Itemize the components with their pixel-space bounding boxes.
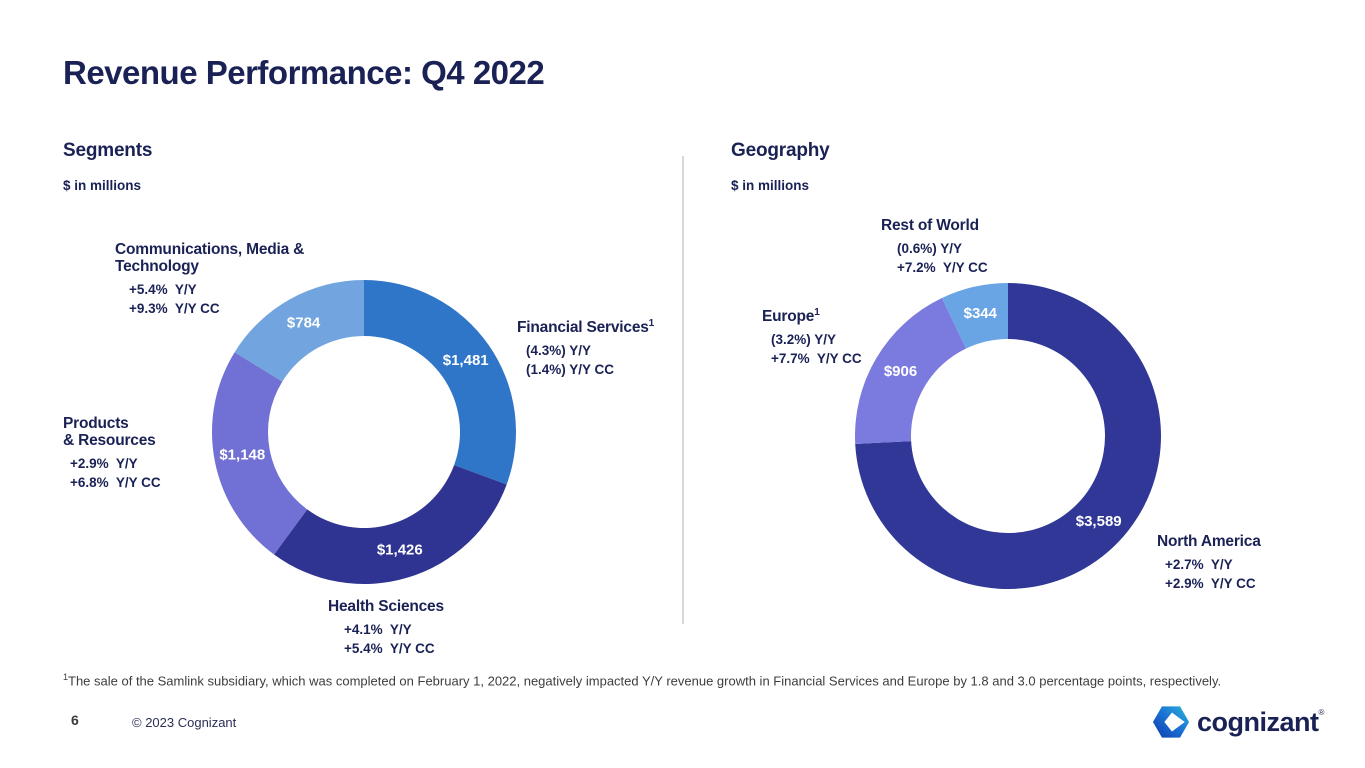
donut-segment-rest-of-world [941, 283, 1008, 349]
category-label: Products & Resources [63, 415, 156, 449]
yoy-cc-stat: +2.9% Y/Y CC [1165, 576, 1256, 591]
cognizant-wordmark: cognizant [1197, 706, 1319, 737]
footnote-marker: 1 [648, 318, 655, 329]
yoy-stat: (3.2%) Y/Y [771, 332, 837, 348]
page-number: 6 [71, 712, 79, 728]
segment-value-products-resources: $1,148 [219, 447, 265, 464]
segment-value-europe: $906 [884, 363, 917, 380]
category-label: Rest of World [881, 217, 979, 234]
label-products-resources: Products & Resources +2.9% Y/Y +6.8% Y/Y… [63, 415, 161, 492]
yoy-cc-stat: +9.3% Y/Y CC [129, 301, 220, 316]
segments-donut-chart: $1,481 $1,426 $1,148 $784 [212, 280, 517, 585]
category-label: Communications, Media & Technology [115, 241, 305, 275]
donut-segment-europe [855, 298, 967, 444]
geography-section-title: Geography [731, 140, 830, 161]
segments-section-title: Segments [63, 140, 153, 161]
yoy-stat: +2.7% Y/Y [1165, 557, 1233, 572]
yoy-stat: (0.6%) Y/Y [897, 241, 963, 256]
donut-segment-north-america [855, 283, 1162, 589]
segment-value-north-america: $3,589 [1076, 513, 1122, 530]
label-europe: Europe1 (3.2%) Y/Y +7.7% Y/Y CC [762, 304, 862, 368]
label-communications-media-technology: Communications, Media & Technology +5.4%… [115, 241, 304, 318]
yoy-cc-stat: +6.8% Y/Y CC [70, 475, 161, 490]
yoy-cc-stat: +7.2% Y/Y CC [897, 260, 988, 275]
yoy-cc-stat: +7.7% Y/Y CC [771, 351, 862, 367]
footnote: 1The sale of the Samlink subsidiary, whi… [63, 672, 1313, 688]
page-title: Revenue Performance: Q4 2022 [63, 54, 545, 91]
label-rest-of-world: Rest of World (0.6%) Y/Y +7.2% Y/Y CC [881, 217, 988, 277]
registered-mark: ® [1318, 707, 1325, 717]
label-financial-services: Financial Services1 (4.3%) Y/Y (1.4%) Y/… [517, 315, 654, 379]
category-label: Financial Services [517, 319, 649, 337]
cognizant-logo: cognizant ® [1152, 702, 1324, 742]
segment-value-financial-services: $1,481 [443, 352, 489, 369]
cognizant-logo-icon [1152, 706, 1190, 738]
segment-value-communications-media-technology: $784 [287, 315, 321, 332]
category-label: North America [1157, 533, 1261, 550]
yoy-stat: +2.9% Y/Y [70, 456, 138, 471]
donut-segment-health-sciences [274, 465, 507, 585]
category-label: Health Sciences [328, 598, 444, 615]
yoy-stat: +4.1% Y/Y [344, 622, 412, 637]
donut-segment-financial-services [364, 280, 517, 485]
label-health-sciences: Health Sciences +4.1% Y/Y +5.4% Y/Y CC [328, 598, 444, 658]
segment-value-health-sciences: $1,426 [377, 542, 423, 559]
vertical-divider [682, 156, 684, 624]
footnote-marker: 1 [63, 672, 69, 682]
copyright-text: © 2023 Cognizant [132, 715, 237, 730]
yoy-stat: +5.4% Y/Y [129, 282, 197, 297]
category-label: Europe [762, 308, 815, 326]
donut-segment-products-resources [212, 352, 308, 555]
geography-units-label: $ in millions [731, 178, 810, 193]
segments-units-label: $ in millions [63, 178, 142, 193]
yoy-cc-stat: +5.4% Y/Y CC [344, 641, 435, 656]
footnote-text: The sale of the Samlink subsidiary, whic… [68, 673, 1222, 689]
segment-value-rest-of-world: $344 [964, 305, 998, 322]
yoy-stat: (4.3%) Y/Y [526, 343, 592, 359]
yoy-cc-stat: (1.4%) Y/Y CC [526, 362, 615, 378]
label-north-america: North America +2.7% Y/Y +2.9% Y/Y CC [1157, 533, 1261, 593]
footnote-marker: 1 [814, 307, 820, 318]
donut-segment-communications-media-technology [234, 280, 364, 382]
geography-donut-chart: $3,589 $906 $344 [855, 283, 1162, 589]
